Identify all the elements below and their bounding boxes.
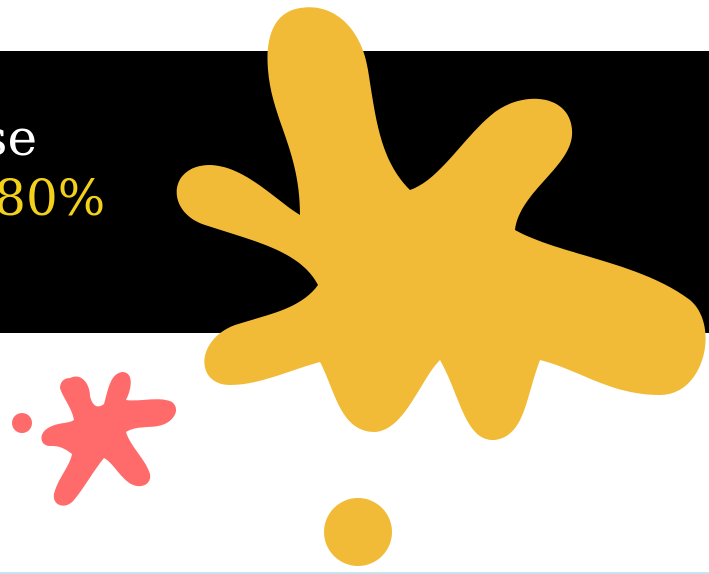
coral-paint-drop bbox=[12, 413, 32, 433]
headline-highlight-percentage: 80% bbox=[0, 169, 106, 227]
yellow-paint-drop bbox=[324, 498, 392, 566]
headline-line-2: y 80% bbox=[0, 168, 105, 228]
headline: ase y 80% bbox=[0, 108, 105, 228]
headline-line-1: ase bbox=[0, 109, 38, 167]
small-coral-paint-splash bbox=[41, 372, 177, 506]
large-yellow-paint-splash bbox=[176, 7, 706, 441]
bottom-divider bbox=[0, 572, 709, 574]
